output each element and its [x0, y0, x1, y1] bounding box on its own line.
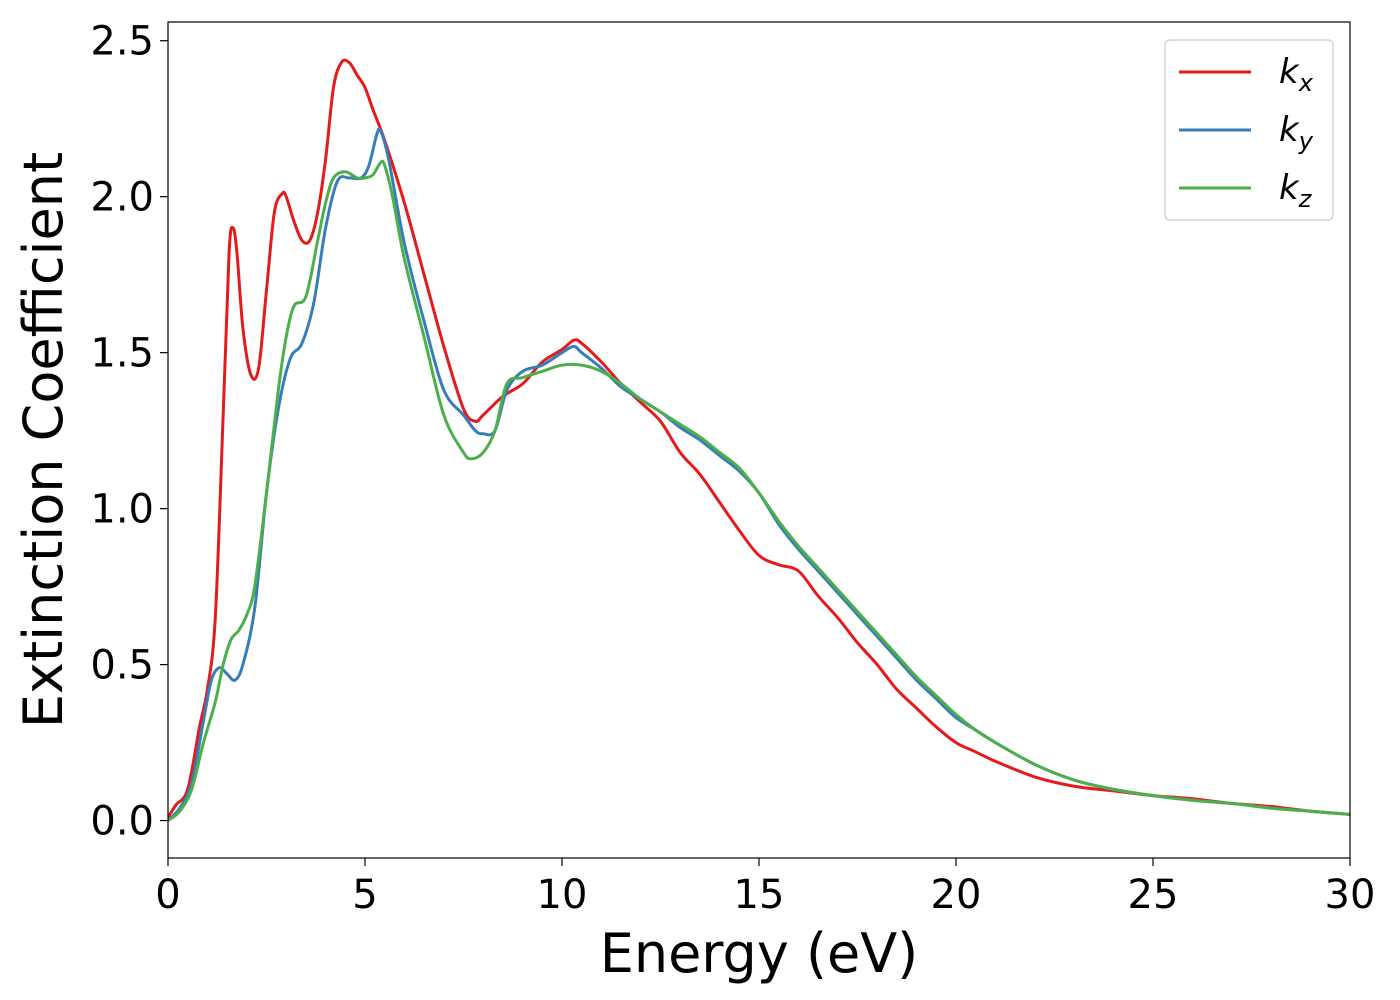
series-line-ky	[168, 127, 1350, 822]
x-tick-label: 15	[734, 872, 785, 918]
x-tick-label: 25	[1128, 872, 1179, 918]
y-tick-label: 1.0	[90, 487, 154, 533]
x-tick-label: 10	[537, 872, 588, 918]
plot-layer	[168, 58, 1350, 822]
x-tick-label: 5	[352, 872, 377, 918]
y-tick-label: 0.0	[90, 799, 154, 845]
y-tick-label: 2.5	[90, 19, 154, 65]
y-tick-label: 0.5	[90, 643, 154, 689]
legend-label-kz: kz	[1279, 168, 1313, 213]
legend-label-kx: kx	[1279, 52, 1314, 97]
y-tick-label: 2.0	[90, 175, 154, 221]
y-tick-label: 1.5	[90, 331, 154, 377]
axis-ticks: 0 5 10 15 20 25 30 0.0 0.5 1.0 1.5 2.0 2.5	[90, 19, 1375, 918]
x-axis-label: Energy (eV)	[600, 922, 919, 985]
legend-label-ky: ky	[1279, 110, 1314, 155]
x-tick-label: 20	[931, 872, 982, 918]
x-tick-label: 30	[1325, 872, 1376, 918]
y-axis-label: Extinction Coefficient	[12, 152, 75, 728]
legend: kx ky kz	[1164, 39, 1334, 221]
series-line-kz	[168, 159, 1350, 822]
series-line-kx	[168, 58, 1350, 819]
x-tick-label: 0	[155, 872, 180, 918]
